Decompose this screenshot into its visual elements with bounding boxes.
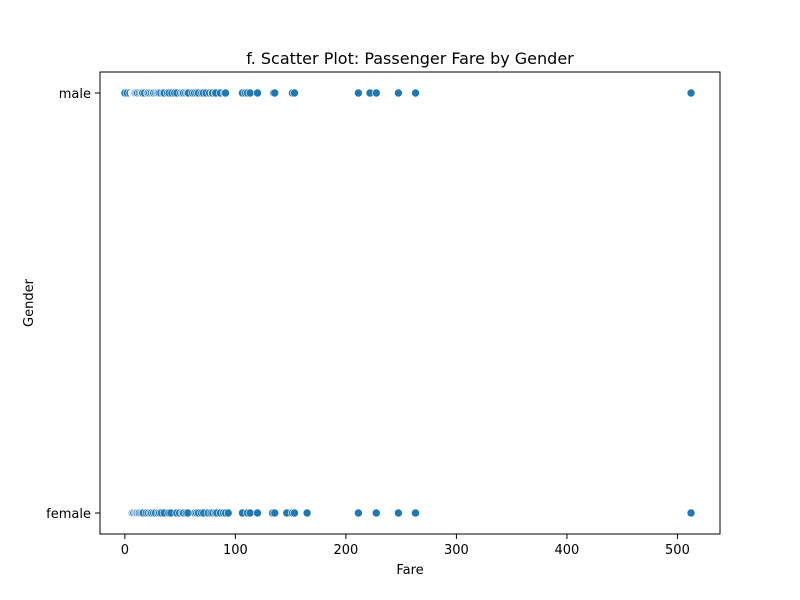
point-female-51 <box>290 508 299 518</box>
point-male-57 <box>221 88 230 98</box>
x-tick-label-400: 400 <box>555 543 580 558</box>
point-female-58 <box>686 508 696 518</box>
point-male-67 <box>354 88 363 98</box>
y-axis: male female <box>46 87 100 522</box>
point-male-61 <box>245 88 255 98</box>
x-tick-label-300: 300 <box>444 543 469 558</box>
point-female-46 <box>253 508 262 518</box>
point-male-71 <box>411 88 420 98</box>
x-axis-title: Fare <box>396 563 423 578</box>
chart-title: f. Scatter Plot: Passenger Fare by Gende… <box>246 49 574 68</box>
y-tick-label-female: female <box>46 507 91 522</box>
point-male-70 <box>394 88 403 98</box>
point-male-72 <box>686 88 696 98</box>
point-male-69 <box>371 88 381 98</box>
point-female-55 <box>394 508 403 518</box>
point-female-45 <box>245 508 255 518</box>
y-axis-title: Gender <box>22 278 37 327</box>
point-female-53 <box>354 508 363 518</box>
point-female-52 <box>302 508 312 518</box>
point-male-64 <box>270 88 280 98</box>
y-tick-label-male: male <box>59 87 91 102</box>
points-layer <box>120 88 696 518</box>
x-tick-label-200: 200 <box>333 543 358 558</box>
point-male-62 <box>253 88 262 98</box>
x-tick-label-0: 0 <box>121 543 129 558</box>
point-female-54 <box>371 508 381 518</box>
point-female-57 <box>411 508 420 518</box>
plot-frame <box>99 71 721 535</box>
point-male-66 <box>290 88 299 98</box>
point-female-42 <box>223 508 233 518</box>
x-tick-label-100: 100 <box>223 543 248 558</box>
point-female-48 <box>270 508 280 518</box>
x-tick-label-500: 500 <box>665 543 690 558</box>
x-axis: 0 100 200 300 400 500 <box>121 534 690 558</box>
